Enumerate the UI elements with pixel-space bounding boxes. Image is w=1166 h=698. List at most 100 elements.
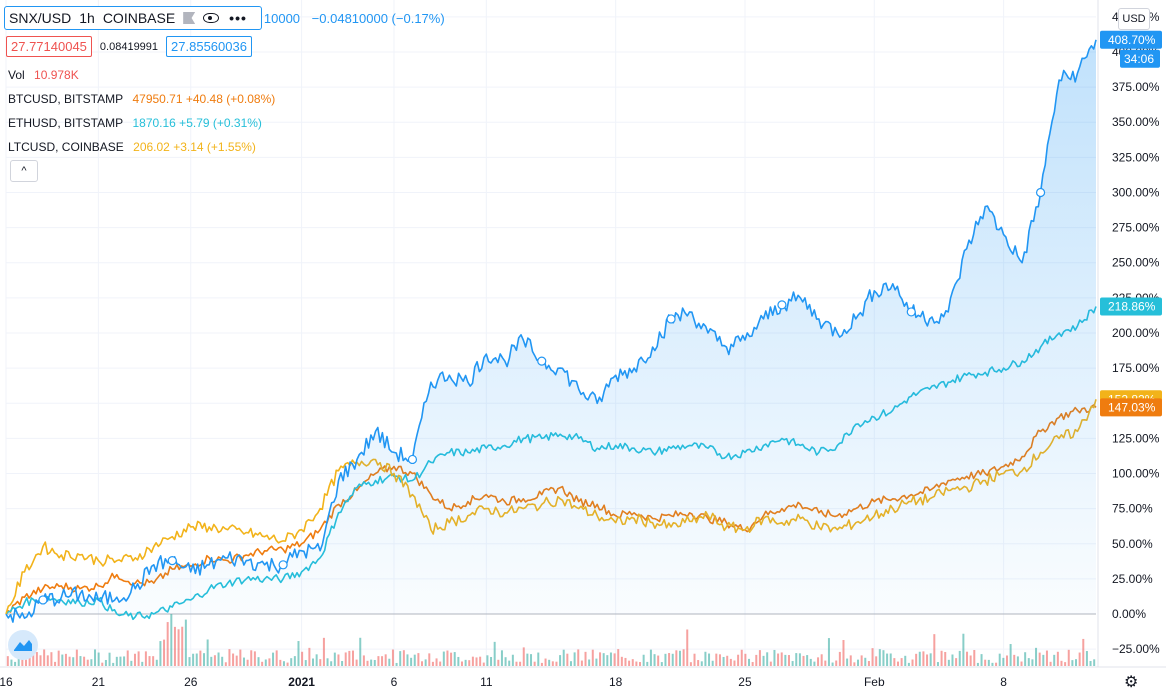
spread-value: 0.08419991	[99, 40, 159, 53]
volume-bar	[1002, 657, 1005, 666]
volume-bar	[1027, 658, 1030, 666]
volume-bar	[1038, 652, 1041, 666]
volume-bar	[210, 656, 213, 666]
settings-gear-icon[interactable]: ⚙	[1124, 674, 1139, 691]
legend-btc[interactable]: BTCUSD, BITSTAMP 47950.71 +40.48 (+0.08%…	[8, 92, 275, 106]
volume-bar	[315, 654, 318, 666]
volume-bar	[464, 659, 467, 666]
volume-bar	[515, 661, 518, 666]
volume-bar	[842, 640, 845, 666]
volume-bar	[86, 659, 89, 666]
volume-bar	[344, 652, 347, 666]
volume-bar	[101, 662, 104, 666]
volume-bar	[537, 652, 540, 666]
volume-bar	[166, 622, 169, 666]
interval-label[interactable]: 1h	[79, 10, 95, 26]
volume-bar	[926, 654, 929, 666]
currency-button[interactable]: USD	[1118, 8, 1150, 30]
volume-bar	[857, 659, 860, 666]
volume-bar	[1075, 659, 1078, 666]
volume-bar	[577, 649, 580, 666]
volume-value: 10.978K	[34, 68, 79, 82]
volume-bar	[188, 657, 191, 666]
volume-bar	[580, 660, 583, 666]
collapse-legend-button[interactable]: ^	[10, 160, 38, 182]
volume-bars	[6, 614, 1096, 666]
y-tick-label: 100.00%	[1112, 467, 1160, 481]
volume-bar	[148, 656, 151, 666]
volume-bar	[235, 655, 238, 666]
volume-bar	[918, 651, 921, 666]
volume-bar	[308, 647, 311, 666]
volume-bar	[341, 661, 344, 666]
volume-bar	[606, 655, 609, 666]
volume-bar	[755, 654, 758, 666]
ask-price[interactable]: 27.85560036	[166, 36, 252, 57]
volume-bar	[664, 653, 667, 666]
volume-bar	[962, 633, 965, 666]
volume-bar	[250, 650, 253, 666]
volume-bar	[613, 653, 616, 666]
x-tick-label: 18	[609, 675, 623, 689]
volume-bar	[319, 659, 322, 666]
volume-bar	[370, 659, 373, 666]
volume-bar	[221, 656, 224, 666]
volume-bar	[820, 654, 823, 666]
bid-price[interactable]: 27.77140045	[6, 36, 92, 57]
legend-eth[interactable]: ETHUSD, BITSTAMP 1870.16 +5.79 (+0.31%)	[8, 116, 262, 130]
x-tick-label: Feb	[864, 675, 885, 689]
volume-bar	[1045, 650, 1048, 666]
volume-bar	[588, 659, 591, 666]
symbol-box[interactable]: SNX/USD 1h COINBASE •••	[4, 6, 262, 30]
y-tick-label: 325.00%	[1112, 150, 1160, 164]
volume-bar	[526, 653, 529, 666]
event-marker	[666, 314, 676, 324]
volume-bar	[384, 654, 387, 666]
volume-bar	[646, 661, 649, 666]
volume-bar	[297, 641, 300, 666]
exchange-label: COINBASE	[102, 10, 176, 26]
volume-bar	[748, 658, 751, 666]
volume-bar	[217, 652, 220, 666]
volume-bar	[141, 661, 144, 666]
y-tick-label: 300.00%	[1112, 185, 1160, 199]
volume-bar	[90, 659, 93, 666]
legend-ltc[interactable]: LTCUSD, COINBASE 206.02 +3.14 (+1.55%)	[8, 140, 256, 154]
close-value: 10000	[263, 10, 301, 26]
volume-bar	[475, 657, 478, 666]
volume-bar	[1085, 651, 1088, 666]
volume-bar	[1053, 654, 1056, 666]
volume-bar	[733, 660, 736, 666]
volume-bar	[958, 650, 961, 666]
eye-icon[interactable]	[203, 13, 220, 23]
symbol-name[interactable]: SNX/USD	[9, 10, 72, 26]
volume-bar	[984, 659, 987, 666]
volume-bar	[301, 651, 304, 666]
more-options-icon[interactable]: •••	[229, 10, 247, 26]
volume-bar	[28, 655, 31, 666]
volume-bar	[119, 656, 122, 666]
volume-bar	[566, 653, 569, 666]
y-tick-label: 175.00%	[1112, 361, 1160, 375]
volume-bar	[57, 650, 60, 666]
volume-bar	[395, 662, 398, 666]
volume-bar	[853, 662, 856, 666]
volume-bar	[206, 639, 209, 666]
volume-bar	[831, 662, 834, 666]
volume-bar	[649, 649, 652, 666]
volume-bar	[326, 658, 329, 666]
flag-icon[interactable]	[183, 12, 196, 24]
volume-bar	[896, 661, 899, 666]
volume-bar	[486, 655, 489, 666]
volume-bar	[936, 662, 939, 666]
y-tick-label: 125.00%	[1112, 431, 1160, 445]
volume-bar	[737, 654, 740, 666]
volume-bar	[348, 650, 351, 666]
volume-bar	[264, 659, 267, 666]
volume-bar	[232, 653, 235, 666]
tradingview-logo-icon[interactable]	[8, 630, 38, 660]
volume-bar	[798, 653, 801, 666]
volume-bar	[108, 652, 111, 666]
